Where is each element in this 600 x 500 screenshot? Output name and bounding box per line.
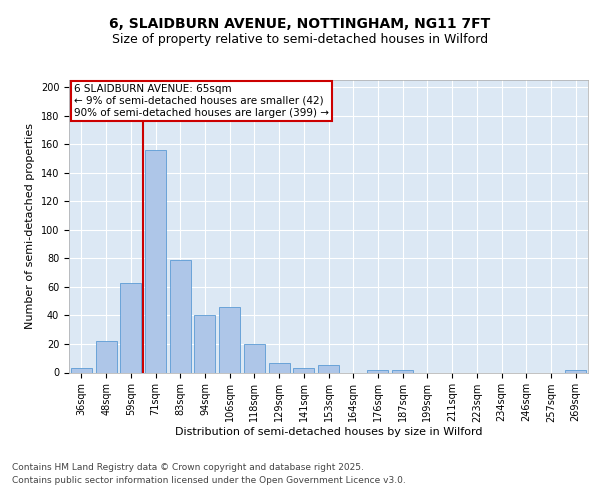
- Bar: [269, 362, 290, 372]
- X-axis label: Distribution of semi-detached houses by size in Wilford: Distribution of semi-detached houses by …: [175, 428, 482, 438]
- Bar: [145, 150, 166, 372]
- Y-axis label: Number of semi-detached properties: Number of semi-detached properties: [25, 123, 35, 329]
- Bar: [219, 307, 240, 372]
- Bar: [367, 370, 388, 372]
- Text: 6, SLAIDBURN AVENUE, NOTTINGHAM, NG11 7FT: 6, SLAIDBURN AVENUE, NOTTINGHAM, NG11 7F…: [109, 18, 491, 32]
- Bar: [194, 316, 215, 372]
- Bar: [565, 370, 586, 372]
- Bar: [170, 260, 191, 372]
- Text: Contains public sector information licensed under the Open Government Licence v3: Contains public sector information licen…: [12, 476, 406, 485]
- Text: Size of property relative to semi-detached houses in Wilford: Size of property relative to semi-detach…: [112, 32, 488, 46]
- Bar: [120, 282, 141, 372]
- Text: Contains HM Land Registry data © Crown copyright and database right 2025.: Contains HM Land Registry data © Crown c…: [12, 464, 364, 472]
- Bar: [244, 344, 265, 372]
- Bar: [95, 341, 116, 372]
- Bar: [392, 370, 413, 372]
- Bar: [293, 368, 314, 372]
- Bar: [71, 368, 92, 372]
- Bar: [318, 366, 339, 372]
- Text: 6 SLAIDBURN AVENUE: 65sqm
← 9% of semi-detached houses are smaller (42)
90% of s: 6 SLAIDBURN AVENUE: 65sqm ← 9% of semi-d…: [74, 84, 329, 117]
